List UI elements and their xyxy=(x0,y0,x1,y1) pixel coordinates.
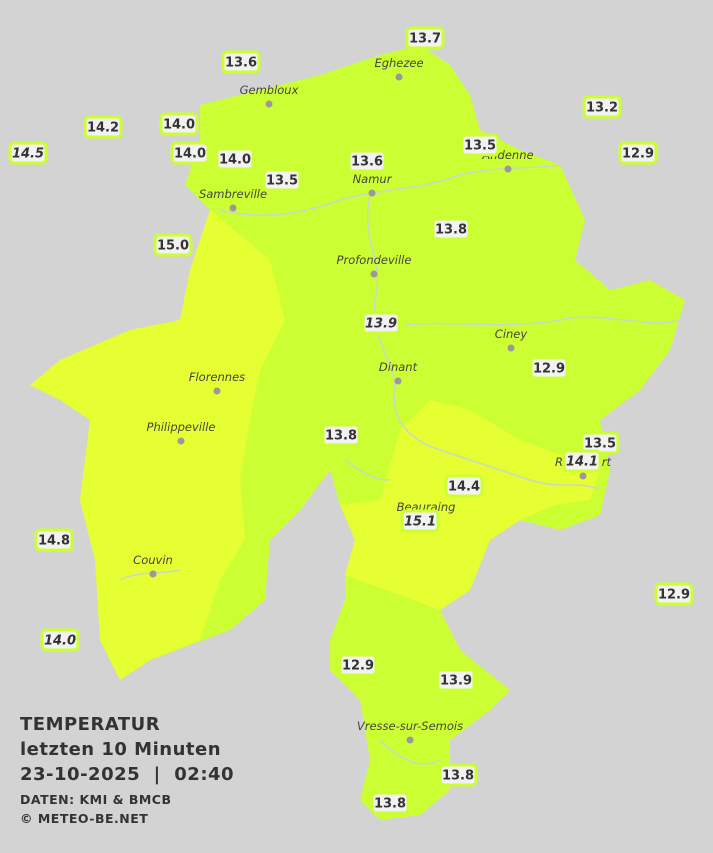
title: TEMPERATUR xyxy=(20,714,160,735)
station-temp: 13.7 xyxy=(409,32,441,47)
station-box xyxy=(529,356,569,380)
station-box xyxy=(347,149,387,173)
station-temp: 14.2 xyxy=(87,121,119,136)
station-box xyxy=(562,449,602,473)
station-temp: 13.5 xyxy=(266,174,298,189)
station-temp: 12.9 xyxy=(342,659,374,674)
station-box xyxy=(153,233,193,257)
station-box xyxy=(460,133,500,157)
station-temp: 12.9 xyxy=(658,588,690,603)
station-temp: 14.0 xyxy=(163,118,195,133)
city-label: Gembloux xyxy=(240,83,299,97)
city-dot xyxy=(213,387,221,395)
city-label: Eghezee xyxy=(374,56,423,70)
station-temp: 13.9 xyxy=(440,674,472,689)
city-dot xyxy=(507,344,515,352)
station-box xyxy=(321,423,361,447)
station-box xyxy=(405,26,445,50)
city-label: Sambreville xyxy=(199,187,267,201)
city-dot xyxy=(265,100,273,108)
station-temp: 15.0 xyxy=(157,239,189,254)
city-label: Florennes xyxy=(189,370,245,384)
station-temp: 13.6 xyxy=(351,155,383,170)
station-temp: 13.5 xyxy=(584,437,616,452)
station-box xyxy=(221,50,261,74)
city-dot xyxy=(229,204,237,212)
station-temp: 14.0 xyxy=(44,634,76,649)
station-temp: 13.8 xyxy=(374,797,406,812)
station-temp: 12.9 xyxy=(533,362,565,377)
station-temp: 14.4 xyxy=(448,480,480,495)
station-box xyxy=(159,112,199,136)
station-box xyxy=(400,509,440,533)
station-temp: 13.6 xyxy=(225,56,257,71)
station-box xyxy=(338,653,378,677)
station-box xyxy=(436,668,476,692)
station-temp: 14.0 xyxy=(219,153,251,168)
source: DATEN: KMI & BMCB xyxy=(20,792,172,807)
station-box xyxy=(83,115,123,139)
station-temp: 13.8 xyxy=(325,429,357,444)
city-label: Profondeville xyxy=(337,253,412,267)
city-label: Dinant xyxy=(379,360,418,374)
city-label: Ciney xyxy=(495,327,528,341)
station-temp: 13.9 xyxy=(365,317,397,332)
station-box xyxy=(654,582,694,606)
station-temp: 14.1 xyxy=(566,455,598,470)
city-dot xyxy=(406,736,414,744)
city-dot xyxy=(177,437,185,445)
city-dot xyxy=(370,270,378,278)
copyright: © METEO-BE.NET xyxy=(20,811,148,826)
city-label: Couvin xyxy=(133,553,173,567)
city-dot xyxy=(504,165,512,173)
city-label: Namur xyxy=(353,172,393,186)
warm-zone xyxy=(30,210,285,680)
city-dot xyxy=(394,377,402,385)
station-temp: 14.8 xyxy=(38,534,70,549)
station-box xyxy=(40,628,80,652)
station-box xyxy=(170,141,210,165)
city-dot xyxy=(395,73,403,81)
city-dot xyxy=(579,472,587,480)
station-box xyxy=(618,141,658,165)
city-label: Vresse-sur-Semois xyxy=(357,719,463,733)
station-box xyxy=(8,141,48,165)
station-temp: 13.8 xyxy=(442,769,474,784)
station-temp: 13.5 xyxy=(464,139,496,154)
station-temp: 13.2 xyxy=(586,101,618,116)
station-box xyxy=(582,95,622,119)
station-temp: 12.9 xyxy=(622,147,654,162)
station-box xyxy=(215,147,255,171)
station-temp: 14.5 xyxy=(12,147,44,162)
station-temp: 15.1 xyxy=(404,515,436,530)
station-box xyxy=(361,311,401,335)
station-box xyxy=(438,763,478,787)
station-box xyxy=(262,168,302,192)
station-box xyxy=(431,217,471,241)
warm-zone xyxy=(340,400,600,610)
station-temp: 14.0 xyxy=(174,147,206,162)
datetime: 23-10-2025 | 02:40 xyxy=(20,764,234,785)
legend-block: TEMPERATUR letzten 10 Minuten 23-10-2025… xyxy=(20,714,234,826)
city-dot xyxy=(368,189,376,197)
city-dot xyxy=(149,570,157,578)
city-label: Philippeville xyxy=(147,420,216,434)
subtitle: letzten 10 Minuten xyxy=(20,739,221,760)
station-box xyxy=(34,528,74,552)
station-box xyxy=(444,474,484,498)
station-box xyxy=(370,791,410,815)
station-temp: 13.8 xyxy=(435,223,467,238)
